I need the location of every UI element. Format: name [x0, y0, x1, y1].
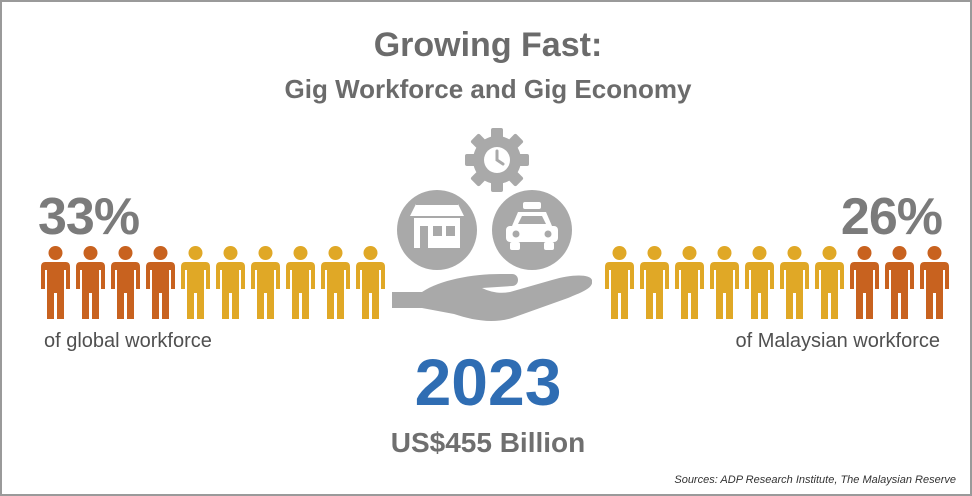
- person-icon: [111, 246, 140, 319]
- person-icon: [675, 246, 704, 319]
- person-icon: [181, 246, 210, 319]
- economy-amount: US$455 Billion: [390, 427, 586, 458]
- person-icon: [745, 246, 774, 319]
- person-icon: [321, 246, 350, 319]
- global-workforce-people-row: [38, 245, 388, 320]
- global-workforce-caption: of global workforce: [44, 330, 212, 352]
- person-icon: [885, 246, 914, 319]
- year-label: 2023: [414, 345, 562, 419]
- person-icon: [605, 246, 634, 319]
- person-icon: [76, 246, 105, 319]
- open-hand-icon: [392, 274, 592, 321]
- person-icon: [41, 246, 70, 319]
- person-icon: [286, 246, 315, 319]
- person-icon: [216, 246, 245, 319]
- storefront-icon: [397, 190, 477, 270]
- global-percentage: 33%: [38, 188, 140, 246]
- malaysia-workforce-caption: of Malaysian workforce: [735, 330, 940, 352]
- person-icon: [815, 246, 844, 319]
- malaysia-workforce-people-row: [602, 245, 952, 320]
- page-title: Growing Fast:: [373, 26, 603, 64]
- person-icon: [356, 246, 385, 319]
- person-icon: [710, 246, 739, 319]
- gear-clock-icon: [465, 128, 529, 192]
- page-subtitle: Gig Workforce and Gig Economy: [284, 74, 692, 104]
- source-credit: Sources: ADP Research Institute, The Mal…: [674, 474, 956, 486]
- person-icon: [251, 246, 280, 319]
- malaysia-percentage: 26%: [840, 188, 943, 246]
- gig-economy-graphic: [392, 128, 592, 321]
- person-icon: [780, 246, 809, 319]
- person-icon: [640, 246, 669, 319]
- person-icon: [146, 246, 175, 319]
- person-icon: [850, 246, 879, 319]
- car-icon: [492, 190, 572, 270]
- person-icon: [920, 246, 949, 319]
